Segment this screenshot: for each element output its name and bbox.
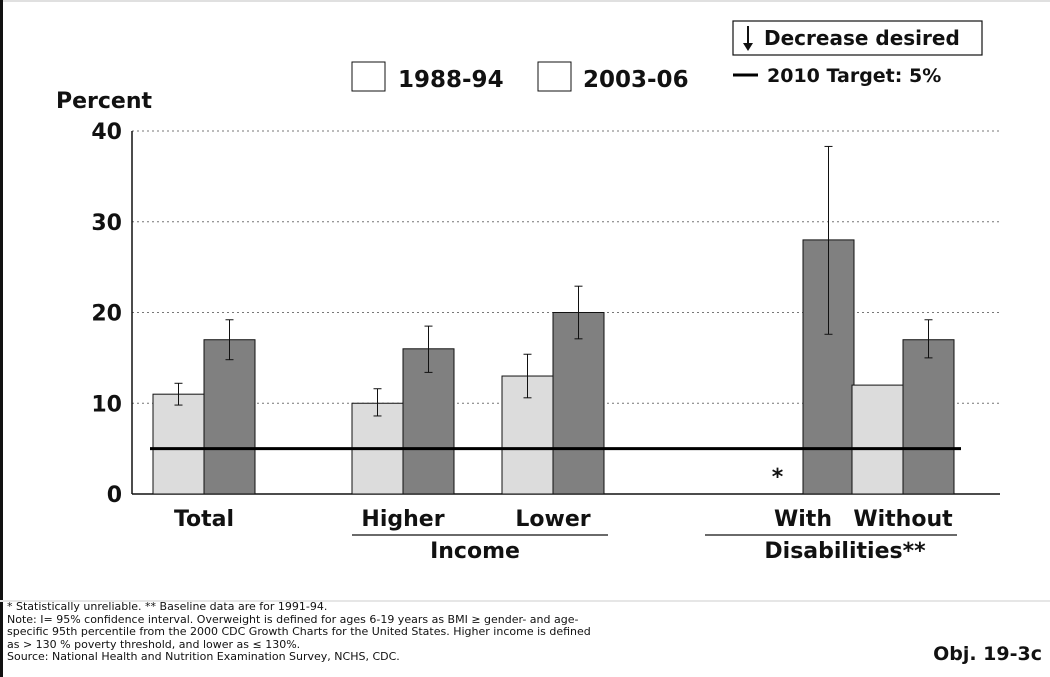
bar-total-2003-06 <box>203 339 256 495</box>
y-tick-label-30: 30 <box>91 211 122 236</box>
x-tick-label-without: Without <box>853 507 953 532</box>
footnote-line-1: * Statistically unreliable. ** Baseline … <box>7 600 328 613</box>
y-tick-label-0: 0 <box>107 483 122 508</box>
bar-total-1988-94 <box>152 393 205 495</box>
unreliable-asterisk: * <box>772 465 784 490</box>
y-tick-label-20: 20 <box>91 302 122 327</box>
legend-swatch-1988-94 <box>351 61 386 92</box>
footnote-line-5: Source: National Health and Nutrition Ex… <box>7 650 400 663</box>
bar-chart: 0 10 20 30 40 Percent * Total Higher Lower With Wit… <box>56 20 1000 564</box>
down-arrow-icon-head <box>743 43 753 51</box>
objective-label: Obj. 19-3c <box>933 643 1042 665</box>
x-tick-label-lower: Lower <box>515 507 590 532</box>
left-border <box>0 0 3 677</box>
footnote-separator <box>0 600 1050 602</box>
y-axis-title: Percent <box>56 89 153 114</box>
bar-without-2003-06 <box>902 339 955 495</box>
footnote-line-2: Note: I= 95% confidence interval. Overwe… <box>7 612 579 626</box>
x-tick-label-with: With <box>774 507 832 532</box>
x-tick-label-total: Total <box>174 507 234 532</box>
top-border <box>0 0 1050 2</box>
legend-swatch-2003-06 <box>537 61 572 92</box>
y-tick-label-40: 40 <box>91 120 122 145</box>
footnote-line-3: specific 95th percentile from the 2000 C… <box>7 625 591 638</box>
decrease-desired-label: Decrease desired <box>764 26 960 50</box>
bar-without-1988-94 <box>851 384 904 495</box>
decrease-desired-box <box>732 20 983 56</box>
y-tick-label-10: 10 <box>91 392 122 417</box>
bar-higher-2003-06 <box>402 348 455 495</box>
group-label-income: Income <box>430 539 520 564</box>
legend-label-2003-06: 2003-06 <box>583 67 689 93</box>
bar-lower-2003-06 <box>552 312 605 495</box>
group-label-disabilities: Disabilities** <box>764 539 926 564</box>
x-tick-label-higher: Higher <box>361 507 444 532</box>
legend-label-1988-94: 1988-94 <box>398 67 504 93</box>
footnote-line-4: as > 130 % poverty threshold, and lower … <box>7 637 301 651</box>
target-legend-label: 2010 Target: 5% <box>767 65 941 87</box>
